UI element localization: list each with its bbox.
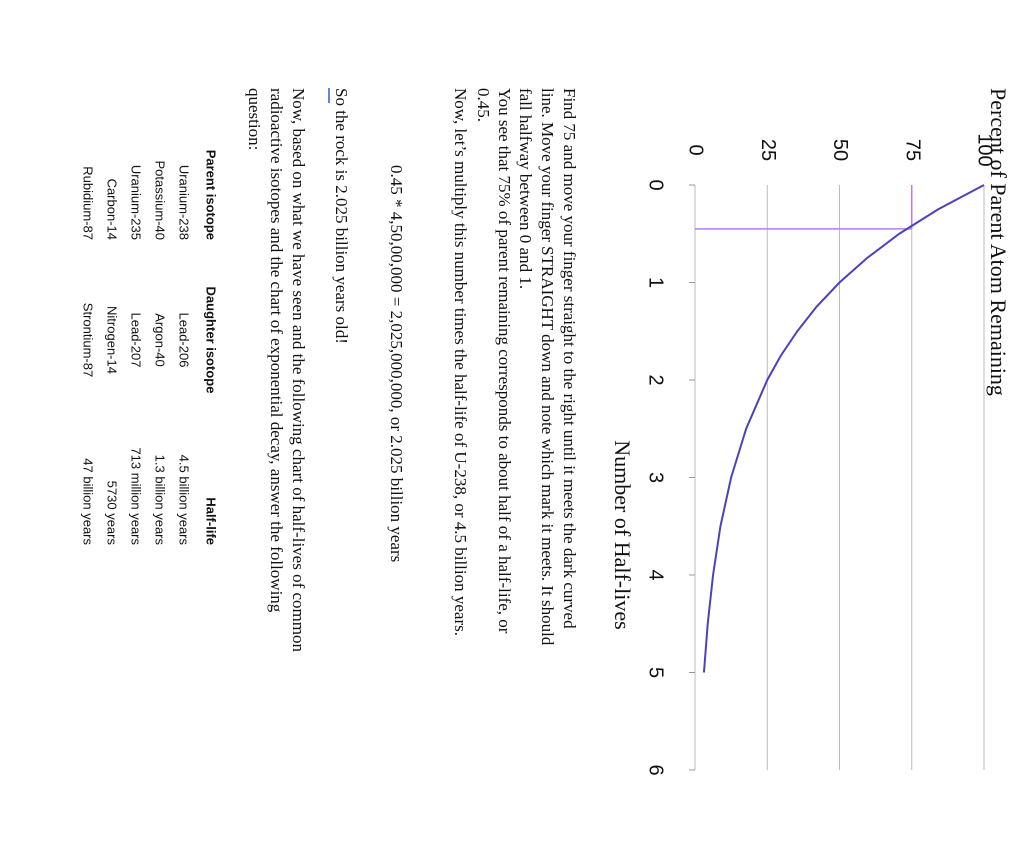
x-axis-label: Number of Half-lives bbox=[610, 440, 635, 629]
y-tick-label: 25 bbox=[757, 139, 779, 161]
table-cell: Uranium-238 bbox=[177, 165, 192, 240]
question-line: Now, based on what we have seen and the … bbox=[289, 88, 308, 652]
table-cell: Potassium-40 bbox=[153, 161, 168, 240]
table-cell: Uranium-235 bbox=[129, 165, 144, 240]
y-tick-label: 75 bbox=[901, 139, 923, 161]
table-header: Half-life bbox=[204, 497, 219, 545]
x-tick-label: 6 bbox=[645, 764, 667, 775]
table-cell: 5730 years bbox=[105, 481, 120, 546]
table-cell: 713 million years bbox=[129, 447, 144, 545]
table-cell: 4.5 billion years bbox=[177, 455, 192, 546]
x-tick-label: 1 bbox=[645, 277, 667, 288]
paragraph-line: line. Move your finger STRAIGHT down and… bbox=[538, 88, 557, 646]
y-tick-label: 100 bbox=[974, 133, 996, 166]
x-tick-label: 2 bbox=[645, 374, 667, 385]
y-tick-label: 50 bbox=[829, 139, 851, 161]
table-cell: Nitrogen-14 bbox=[105, 306, 120, 374]
chart-title: Percent of Parent Atom Remaining bbox=[986, 88, 1011, 396]
y-tick-label: 0 bbox=[685, 144, 707, 155]
table-cell: Lead-206 bbox=[177, 313, 192, 368]
question-line: question: bbox=[245, 88, 264, 150]
paragraph-line: fall halfway between 0 and 1. bbox=[516, 88, 535, 289]
x-tick-label: 0 bbox=[645, 179, 667, 190]
question-line: radioactive isotopes and the chart of ex… bbox=[267, 88, 286, 613]
table-cell: 47 billion years bbox=[81, 458, 96, 545]
table-cell: Rubidium-87 bbox=[81, 166, 96, 240]
paragraph-line: 0.45. bbox=[474, 88, 493, 122]
paragraph-line: Now, let’s multiply this number times th… bbox=[451, 88, 470, 636]
x-tick-label: 5 bbox=[645, 667, 667, 678]
table-cell: Carbon-14 bbox=[105, 179, 120, 240]
table-cell: 1.3 billion years bbox=[153, 455, 168, 546]
table-cell: Strontium-87 bbox=[81, 303, 96, 377]
x-tick-label: 3 bbox=[645, 472, 667, 483]
table-header: Daughter isotope bbox=[204, 287, 219, 394]
x-tick-label: 4 bbox=[645, 569, 667, 580]
paragraph-line: Find 75 and move your finger straight to… bbox=[560, 88, 579, 629]
table-cell: Argon-40 bbox=[153, 313, 168, 366]
paragraph-line: You see that 75% of parent remaining cor… bbox=[495, 88, 514, 634]
calculation: 0.45 * 4,50,00,000 = 2,025,000,000, or 2… bbox=[387, 165, 406, 562]
table-header: Parent isotope bbox=[204, 150, 219, 240]
decay-curve bbox=[702, 184, 985, 673]
table-cell: Lead-207 bbox=[129, 313, 144, 368]
conclusion: So the rock is 2.025 billion years old! bbox=[332, 88, 351, 344]
